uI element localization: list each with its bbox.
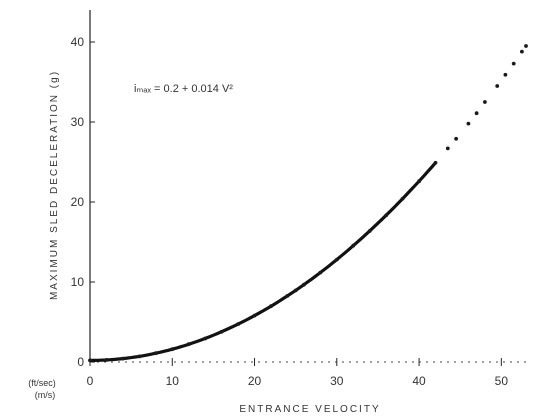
data-point — [219, 329, 224, 334]
data-point — [285, 294, 290, 298]
data-point — [293, 288, 298, 293]
data-curve — [88, 161, 438, 362]
data-point — [269, 304, 273, 309]
data-point — [252, 313, 257, 318]
data-point — [483, 100, 487, 104]
x-axis-title: ENTRANCE VELOCITY — [239, 404, 380, 415]
y-tick-label: 20 — [71, 195, 85, 209]
x-unit-label-ms: (m/s) — [35, 390, 56, 400]
data-point — [318, 270, 323, 275]
x-tick-label: 30 — [330, 374, 344, 388]
data-point — [417, 179, 421, 184]
x-tick-label: 40 — [412, 374, 426, 388]
x-tick-label: 50 — [495, 374, 509, 388]
data-point — [88, 358, 92, 363]
x-tick-label: 20 — [248, 374, 262, 388]
x-unit-label-ftsec: (ft/sec) — [28, 378, 56, 388]
data-point — [351, 243, 356, 248]
x-tick-label: 0 — [87, 374, 94, 388]
data-point — [104, 358, 109, 362]
data-point — [400, 196, 405, 201]
data-point — [474, 111, 479, 116]
data-point — [433, 160, 438, 165]
ticks: 0 10 20 30 40 0 10 20 30 40 50 — [71, 35, 509, 388]
y-tick-label: 0 — [77, 355, 84, 369]
data-point — [503, 72, 508, 77]
data-point — [495, 84, 500, 88]
data-point — [445, 146, 450, 151]
fit-equation-annotation: iₘₐₓ = 0.2 + 0.014 V² — [134, 83, 233, 95]
data-points — [88, 44, 528, 363]
data-point — [454, 136, 458, 141]
data-point — [511, 61, 516, 66]
data-point — [121, 356, 125, 361]
y-axis-title: MAXIMUM SLED DECELERATION (g) — [49, 70, 60, 300]
data-point — [524, 44, 528, 48]
fit-curve — [88, 161, 438, 362]
data-point — [186, 342, 191, 347]
data-point — [384, 213, 389, 218]
x-tick-label: 10 — [166, 374, 180, 388]
data-point — [170, 347, 175, 352]
data-point — [520, 49, 524, 54]
axes — [89, 10, 526, 363]
data-point — [334, 257, 339, 262]
data-point — [466, 121, 471, 126]
data-point — [302, 282, 306, 287]
y-tick-label: 30 — [71, 115, 85, 129]
data-point — [137, 354, 142, 359]
data-point — [236, 322, 241, 326]
data-point — [203, 336, 208, 341]
data-point — [367, 229, 372, 233]
y-tick-label: 10 — [71, 275, 85, 289]
data-point — [153, 351, 158, 356]
y-tick-label: 40 — [71, 35, 85, 49]
